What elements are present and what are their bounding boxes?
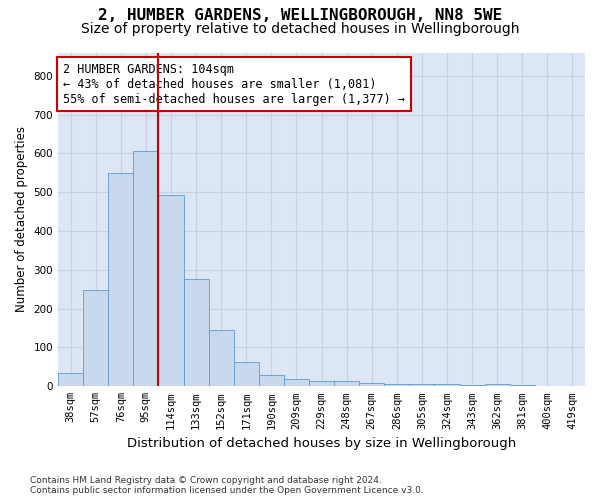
Bar	[108, 173, 133, 386]
Bar	[434, 384, 460, 386]
Bar	[158, 195, 184, 386]
Bar	[209, 330, 233, 386]
Text: Size of property relative to detached houses in Wellingborough: Size of property relative to detached ho…	[81, 22, 519, 36]
Bar	[58, 374, 83, 386]
Text: Contains HM Land Registry data © Crown copyright and database right 2024.
Contai: Contains HM Land Registry data © Crown c…	[30, 476, 424, 495]
Bar	[133, 151, 158, 386]
Bar	[233, 362, 259, 386]
Bar	[284, 380, 309, 386]
Bar	[485, 384, 510, 386]
Text: 2 HUMBER GARDENS: 104sqm
← 43% of detached houses are smaller (1,081)
55% of sem: 2 HUMBER GARDENS: 104sqm ← 43% of detach…	[64, 62, 406, 106]
Bar	[409, 384, 434, 386]
Text: 2, HUMBER GARDENS, WELLINGBOROUGH, NN8 5WE: 2, HUMBER GARDENS, WELLINGBOROUGH, NN8 5…	[98, 8, 502, 22]
Bar	[384, 384, 409, 386]
Bar	[184, 279, 209, 386]
Bar	[83, 290, 108, 386]
Bar	[510, 385, 535, 386]
Bar	[359, 383, 384, 386]
Bar	[460, 385, 485, 386]
Bar	[334, 382, 359, 386]
Y-axis label: Number of detached properties: Number of detached properties	[15, 126, 28, 312]
Bar	[309, 381, 334, 386]
Bar	[259, 374, 284, 386]
X-axis label: Distribution of detached houses by size in Wellingborough: Distribution of detached houses by size …	[127, 437, 516, 450]
